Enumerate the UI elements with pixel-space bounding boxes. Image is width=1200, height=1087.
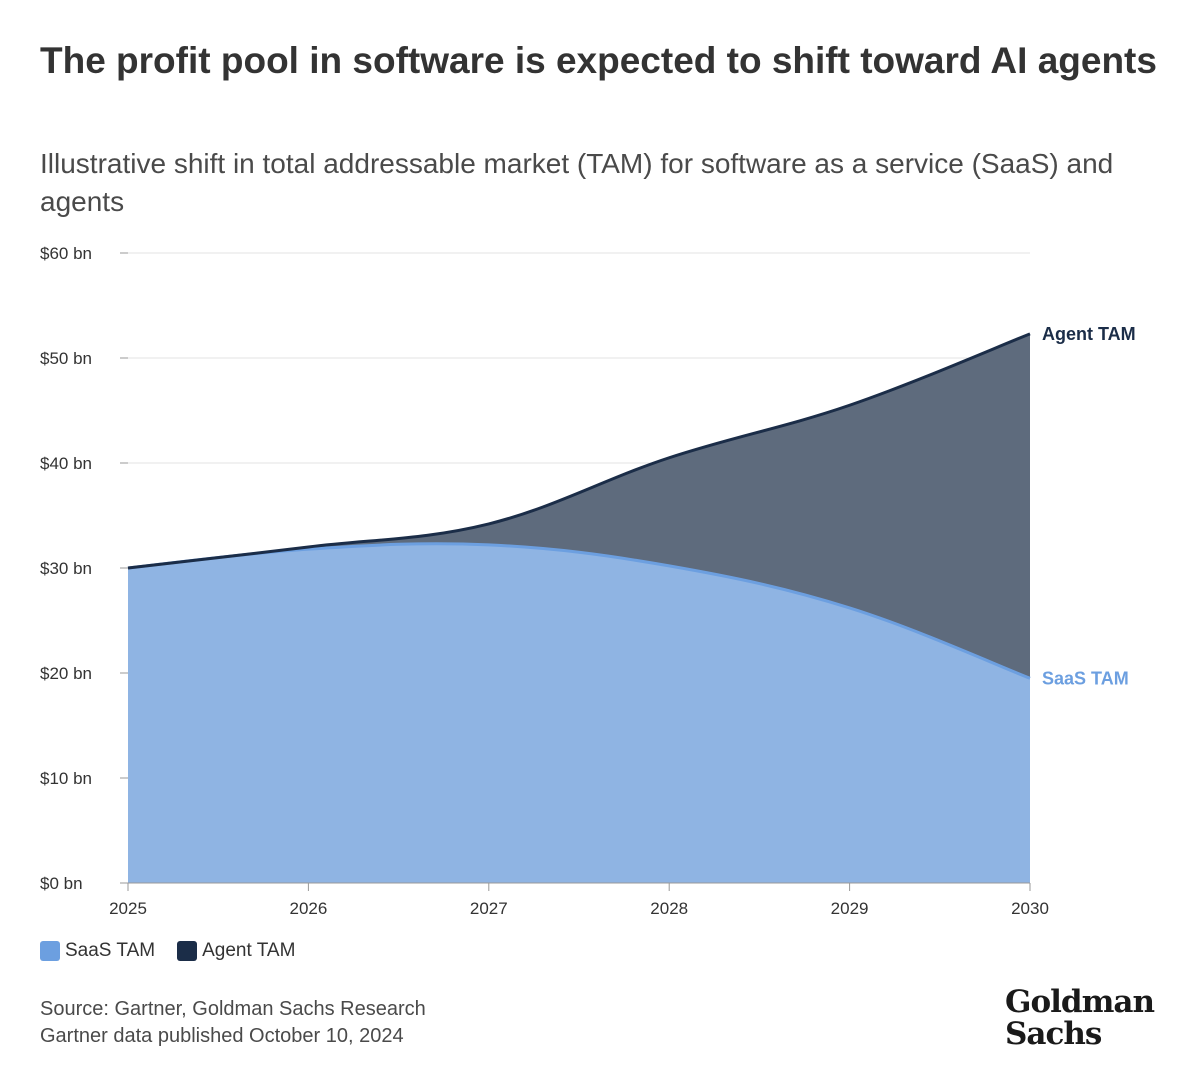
logo-line-2: Sachs <box>1004 1016 1102 1052</box>
saas-tam-area <box>128 543 1030 883</box>
y-tick-label: $40 bn <box>40 454 92 473</box>
legend-label-agent: Agent TAM <box>202 940 296 961</box>
x-tick-label: 2025 <box>109 899 147 918</box>
agent-tam-end-label: Agent TAM <box>1042 324 1136 344</box>
legend-swatch-saas <box>40 941 60 961</box>
agent-tam-line <box>127 332 1031 570</box>
y-tick-label: $60 bn <box>40 244 92 263</box>
publication-date-line: Gartner data published October 10, 2024 <box>40 1025 404 1047</box>
legend-swatch-agent <box>177 941 198 961</box>
source-note: Source: Gartner, Goldman Sachs Research … <box>40 996 426 1050</box>
legend-item-saas: SaaS TAM <box>40 940 155 962</box>
area-series <box>127 332 1031 883</box>
chart-title: The profit pool in software is expected … <box>40 40 1157 81</box>
y-tick-label: $20 bn <box>40 664 92 683</box>
legend: SaaS TAM Agent TAM <box>40 940 317 962</box>
legend-label-saas: SaaS TAM <box>65 940 156 961</box>
x-tick-label: 2026 <box>289 899 327 918</box>
source-line: Source: Gartner, Goldman Sachs Research <box>40 998 426 1020</box>
y-tick-label: $30 bn <box>40 559 92 578</box>
area-chart: $0 bn $10 bn $20 bn $30 bn $40 bn $50 bn $60 b… <box>40 244 1136 918</box>
logo-line-1: Goldman <box>1004 984 1155 1020</box>
axes: $0 bn $10 bn $20 bn $30 bn $40 bn $50 bn $60 b… <box>40 244 1049 918</box>
series-end-labels: Agent TAM SaaS TAM <box>1042 324 1136 688</box>
chart-subtitle: Illustrative shift in total addressable … <box>40 148 1114 217</box>
goldman-sachs-logo: Goldman Sachs <box>1004 984 1155 1052</box>
y-tick-label: $50 bn <box>40 349 92 368</box>
x-tick-label: 2027 <box>470 899 508 918</box>
y-tick-label: $0 bn <box>40 874 83 893</box>
legend-item-agent: Agent TAM <box>177 940 295 962</box>
saas-tam-end-label: SaaS TAM <box>1042 668 1129 688</box>
y-tick-label: $10 bn <box>40 769 92 788</box>
x-tick-label: 2028 <box>650 899 688 918</box>
x-tick-label: 2030 <box>1011 899 1049 918</box>
x-tick-label: 2029 <box>831 899 869 918</box>
